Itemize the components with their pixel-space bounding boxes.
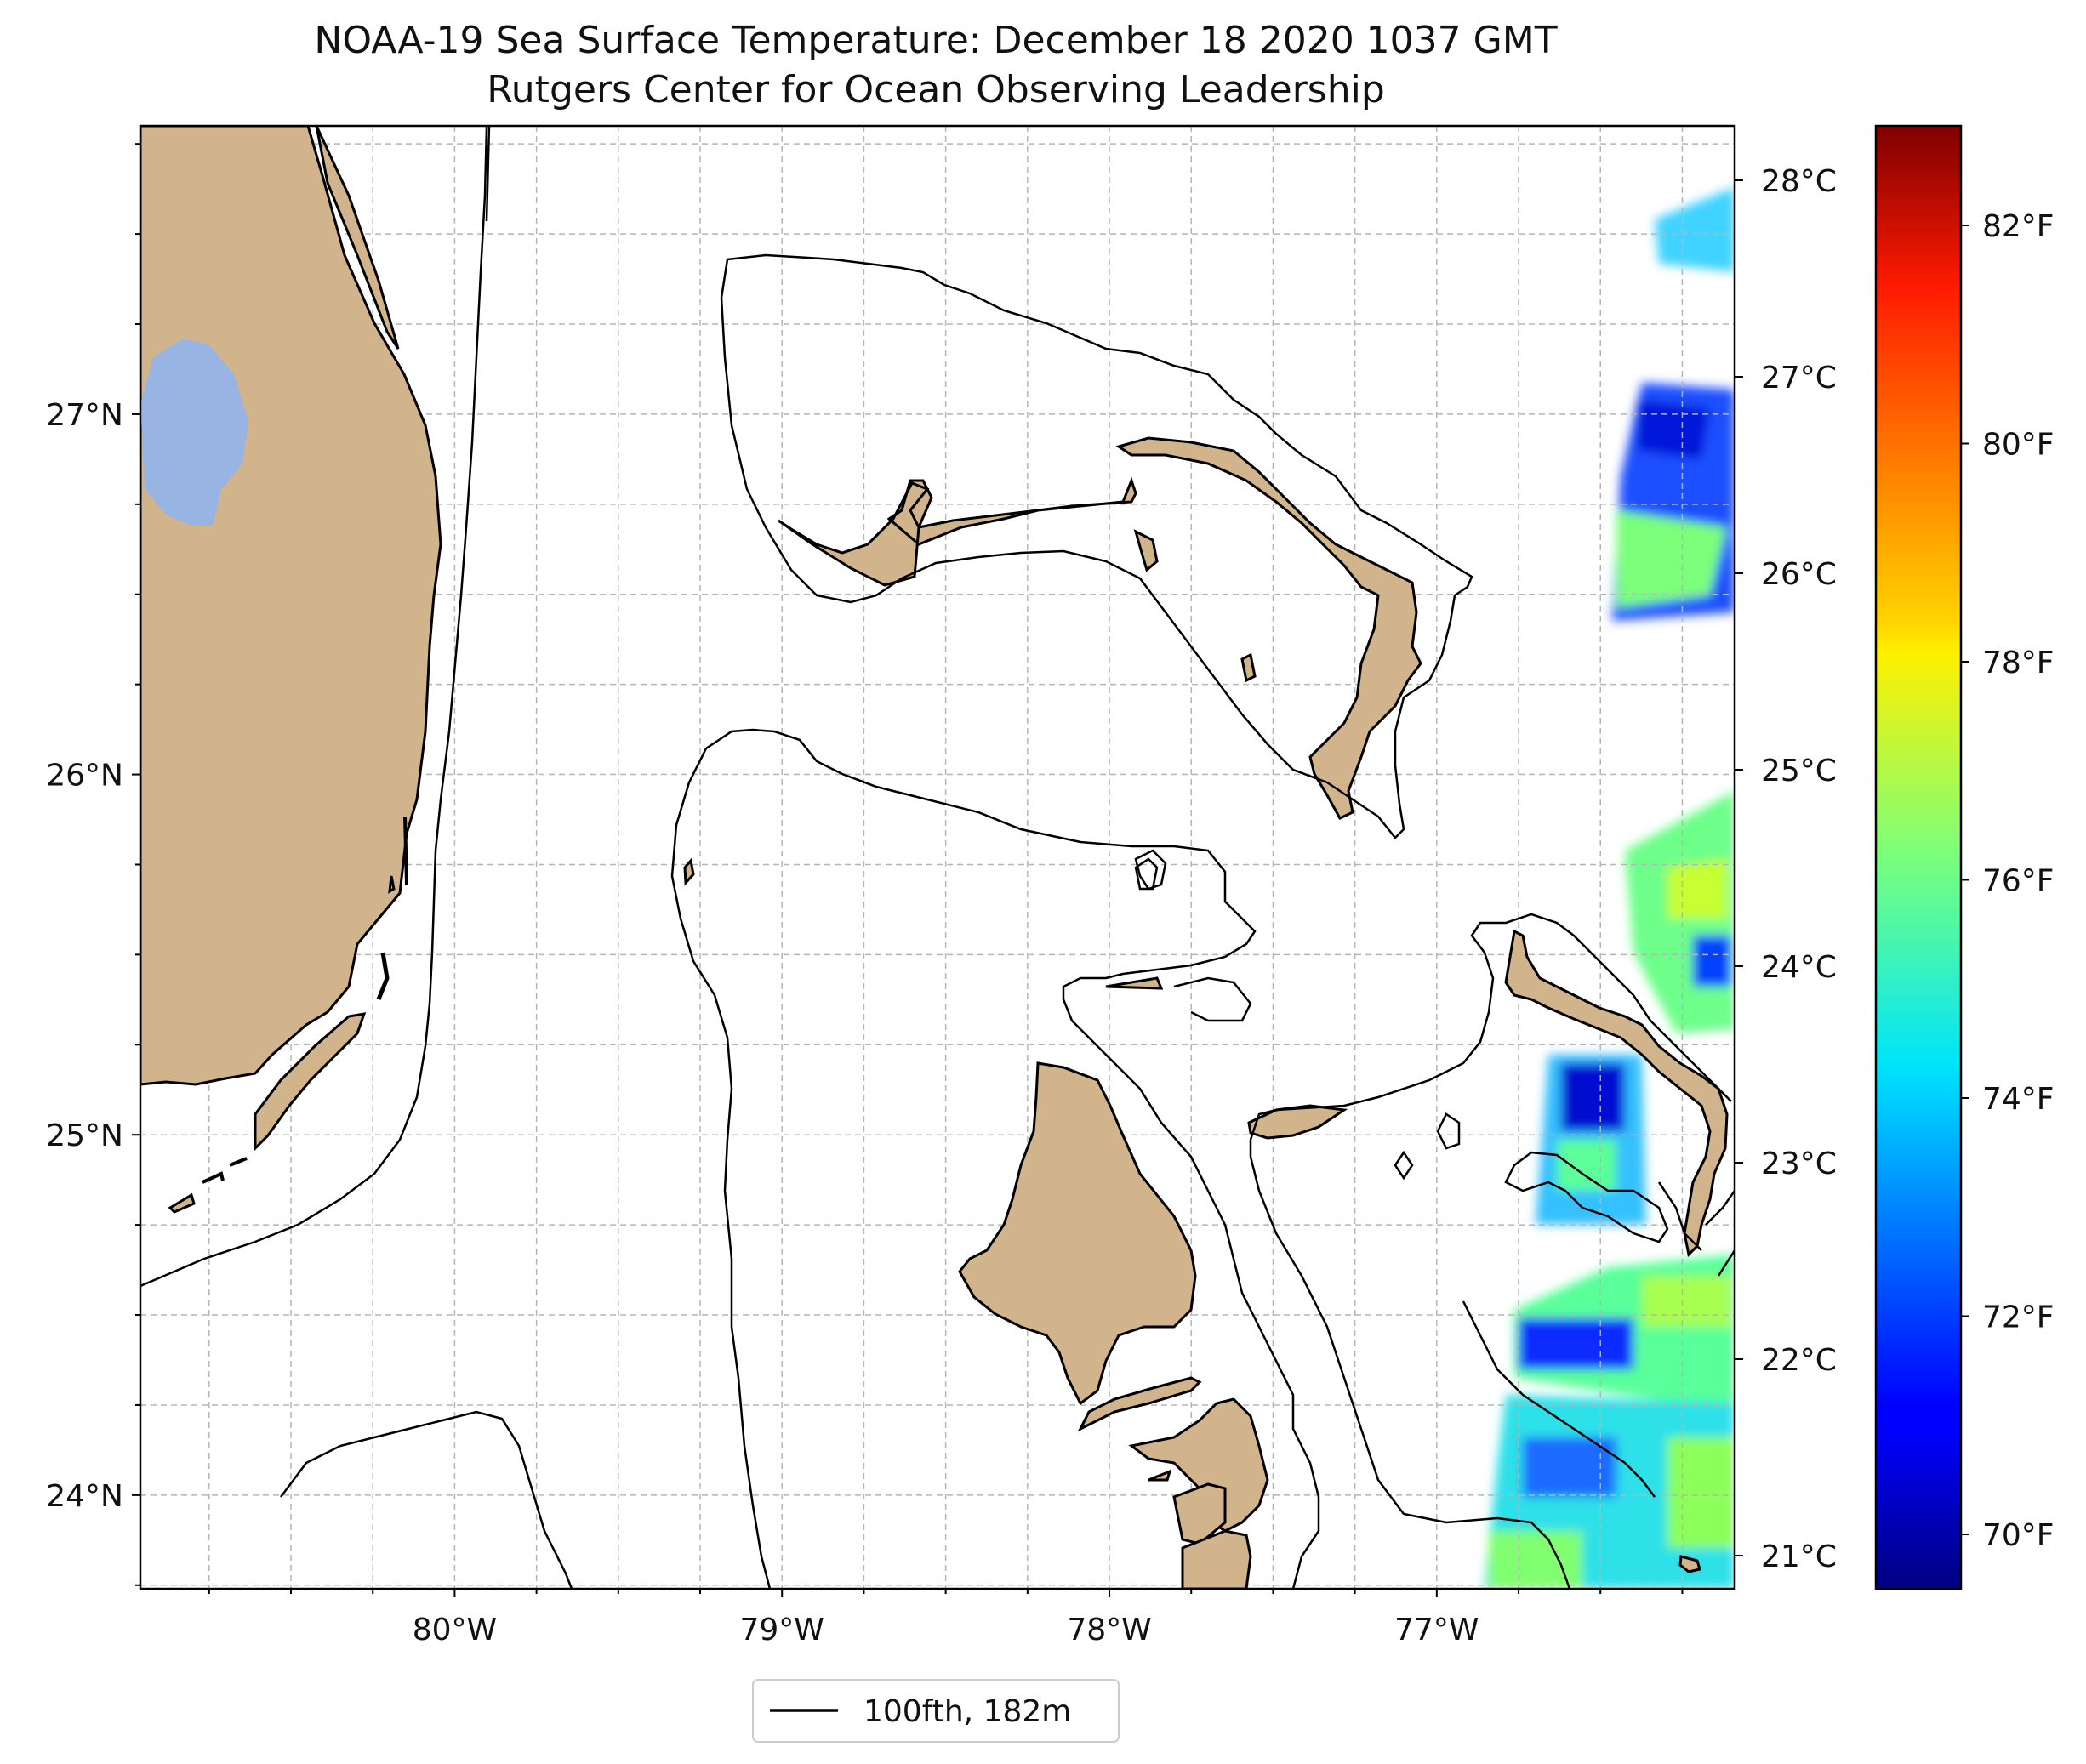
celsius-tick-label: 23°C: [1761, 1147, 1837, 1181]
axis-labels: 80°W 79°W 78°W 77°W 24°N 25°N 26°N 27°N: [46, 398, 1479, 1647]
colorbar-gradient: [1874, 124, 1963, 1590]
axis-ticks: [132, 143, 1684, 1597]
fahrenheit-tick-label: 82°F: [1982, 209, 2055, 244]
fahrenheit-tick-label: 72°F: [1982, 1300, 2055, 1335]
land-eleuthera: [1504, 929, 1729, 1258]
fahrenheit-tick-label: 76°F: [1982, 864, 2055, 899]
lon-tick-label: 80°W: [413, 1613, 497, 1647]
lat-tick-label: 26°N: [46, 759, 123, 794]
lon-tick-label: 79°W: [740, 1613, 824, 1647]
lon-tick-label: 77°W: [1394, 1613, 1479, 1647]
fahrenheit-tick-label: 78°F: [1982, 646, 2055, 680]
celsius-tick-label: 26°C: [1761, 557, 1837, 592]
sst-patches: [1485, 187, 1735, 1589]
celsius-tick-label: 21°C: [1761, 1539, 1837, 1574]
colorbar: 28°C 27°C 26°C 25°C 24°C 23°C 22°C 21°C 82°F 80°…: [1735, 124, 2055, 1590]
land-andros: [958, 1061, 1197, 1406]
land-great-abaco: [1115, 436, 1422, 820]
land-grand-bahama: [778, 476, 1137, 587]
title-line-1: NOAA-19 Sea Surface Temperature: Decembe…: [314, 19, 1558, 62]
land-florida-keys: [254, 1012, 367, 1152]
fahrenheit-tick-label: 74°F: [1982, 1082, 2055, 1117]
sst-patch-north: [1655, 187, 1735, 272]
celsius-tick-label: 24°C: [1761, 950, 1837, 985]
colorbar-fahrenheit-ticks: 82°F 80°F 78°F 76°F 74°F 72°F 70°F: [1961, 209, 2055, 1553]
fahrenheit-tick-label: 70°F: [1982, 1518, 2055, 1553]
title-line-2: Rutgers Center for Ocean Observing Leade…: [487, 68, 1385, 111]
lat-tick-label: 24°N: [46, 1479, 123, 1514]
map-area: [140, 126, 1735, 1589]
celsius-tick-label: 25°C: [1761, 754, 1837, 788]
map-frame: [139, 124, 1736, 1590]
celsius-tick-label: 22°C: [1761, 1343, 1837, 1378]
celsius-tick-label: 28°C: [1761, 164, 1837, 199]
fahrenheit-tick-label: 80°F: [1982, 428, 2055, 463]
legend-label: 100fth, 182m: [863, 1694, 1071, 1729]
lat-tick-label: 27°N: [46, 398, 123, 433]
lon-tick-label: 78°W: [1067, 1613, 1151, 1647]
colorbar-celsius-ticks: 28°C 27°C 26°C 25°C 24°C 23°C 22°C 21°C: [1735, 164, 1837, 1574]
contour-100fth: [140, 126, 1735, 1589]
lat-tick-label: 25°N: [46, 1118, 123, 1153]
celsius-tick-label: 27°C: [1761, 361, 1837, 395]
lake-okeechobee: [140, 339, 248, 526]
legend: 100fth, 182m: [752, 1679, 1120, 1743]
legend-box: [752, 1679, 1120, 1743]
